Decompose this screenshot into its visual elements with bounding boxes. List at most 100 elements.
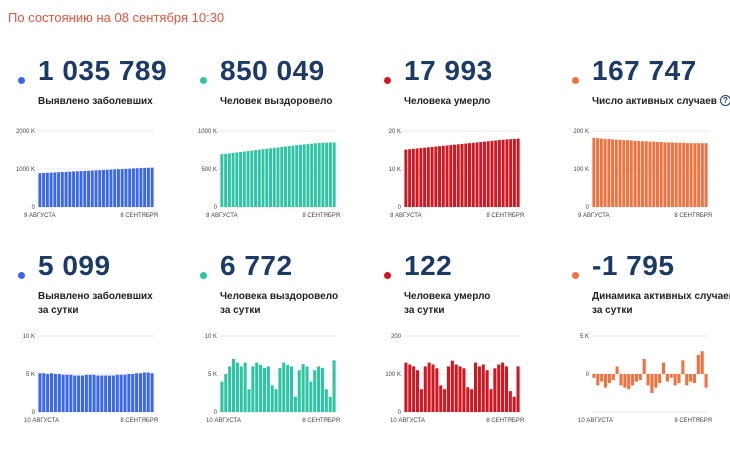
- bar: [150, 373, 154, 412]
- bar: [313, 143, 317, 207]
- y-tick-label: 1000 K: [16, 167, 35, 173]
- bar: [669, 374, 673, 378]
- y-tick-label: 0: [398, 205, 402, 211]
- bar: [434, 146, 438, 207]
- bar: [68, 171, 72, 207]
- question-circle-icon[interactable]: ?: [719, 95, 730, 106]
- bar: [131, 374, 135, 412]
- bar: [53, 172, 57, 207]
- stat-label-line2: за сутки: [404, 305, 445, 316]
- bar: [123, 374, 127, 412]
- x-tick-label-end: 8 СЕНТЯБРЯ: [120, 418, 158, 424]
- bar: [419, 389, 423, 412]
- bullet-dot-icon: [200, 272, 207, 279]
- bar: [619, 374, 623, 386]
- bar: [634, 374, 638, 382]
- bullet-dot-icon: [572, 272, 579, 279]
- bar: [325, 142, 329, 207]
- bar: [45, 172, 49, 207]
- bar: [290, 366, 294, 412]
- y-tick-label: 5 K: [26, 372, 35, 378]
- bar: [332, 360, 336, 412]
- y-tick-label: 200 K: [573, 129, 589, 135]
- bar: [138, 373, 142, 412]
- bar: [79, 171, 83, 207]
- bar: [301, 364, 305, 412]
- bar: [648, 141, 652, 207]
- bar: [614, 139, 618, 207]
- bar: [466, 387, 470, 412]
- stat-label: Человека выздоровело за сутки: [220, 290, 338, 318]
- bar: [516, 366, 520, 412]
- bar: [235, 362, 239, 412]
- x-tick-label-start: 10 АВГУСТА: [390, 418, 425, 424]
- bar: [438, 146, 442, 207]
- bar: [73, 375, 77, 412]
- bar: [667, 142, 671, 207]
- x-tick-label-end: 8 СЕНТЯБРЯ: [486, 418, 524, 424]
- stat-card: 17 993 Человека умерло 0 10 K 20 K 9 АВГУСТА 8…: [374, 55, 554, 255]
- bar: [603, 138, 607, 207]
- bar: [324, 389, 328, 412]
- bar: [284, 146, 287, 207]
- bar: [479, 142, 483, 207]
- bar: [261, 149, 265, 207]
- stat-value: 167 747: [592, 55, 697, 86]
- bar: [320, 367, 324, 412]
- status-date: По состоянию на 08 сентября 10:30: [8, 10, 225, 25]
- bar: [646, 374, 650, 386]
- x-tick-label-start: 9 АВГУСТА: [24, 213, 56, 219]
- bar-chart: 0 10 K 20 K 9 АВГУСТА 8 СЕНТЯБРЯ: [389, 129, 524, 219]
- bar: [297, 370, 301, 412]
- bar: [404, 362, 408, 412]
- bar: [618, 139, 622, 207]
- bar: [426, 147, 430, 207]
- stat-value: 6 772: [220, 250, 293, 281]
- bar: [516, 138, 520, 207]
- bar: [72, 171, 76, 207]
- y-tick-label: 2000 K: [16, 129, 35, 135]
- bar: [150, 167, 154, 207]
- stat-value: -1 795: [592, 250, 675, 281]
- x-tick-label-end: 8 СЕНТЯБРЯ: [674, 418, 712, 424]
- bullet-dot-icon: [18, 272, 25, 279]
- y-tick-label: 100 K: [385, 372, 401, 378]
- bar: [115, 374, 119, 412]
- bar: [243, 362, 247, 412]
- bar: [94, 170, 98, 207]
- bar: [105, 169, 109, 207]
- bar: [505, 139, 509, 207]
- bar: [411, 148, 415, 207]
- bar: [441, 145, 445, 207]
- bar: [77, 375, 81, 412]
- bar: [607, 138, 611, 207]
- bar: [449, 145, 453, 207]
- bar: [482, 141, 486, 207]
- bar: [116, 169, 120, 207]
- bar: [419, 148, 423, 207]
- bar: [596, 374, 600, 386]
- bar: [102, 169, 105, 207]
- bar: [50, 373, 54, 412]
- bar: [88, 374, 92, 412]
- bar: [42, 172, 46, 207]
- bar: [604, 374, 608, 388]
- bar: [266, 366, 270, 412]
- bar: [600, 374, 604, 382]
- bar: [446, 366, 450, 412]
- bar: [75, 171, 79, 207]
- y-tick-label: 500 K: [201, 167, 217, 173]
- bar: [423, 366, 427, 412]
- bar: [247, 389, 251, 412]
- bar: [607, 374, 611, 384]
- bar: [57, 374, 61, 412]
- stat-label: Человека умерло за сутки: [404, 290, 490, 318]
- bar: [69, 374, 73, 412]
- y-tick-label: 5 K: [580, 334, 589, 340]
- bar: [501, 362, 505, 412]
- bar: [139, 168, 143, 207]
- x-tick-label-end: 8 СЕНТЯБРЯ: [674, 213, 712, 219]
- bar: [228, 366, 232, 412]
- bullet-dot-icon: [572, 77, 579, 84]
- bar-chart: 0 500 K 1000 K 9 АВГУСТА 8 СЕНТЯБРЯ: [198, 129, 340, 219]
